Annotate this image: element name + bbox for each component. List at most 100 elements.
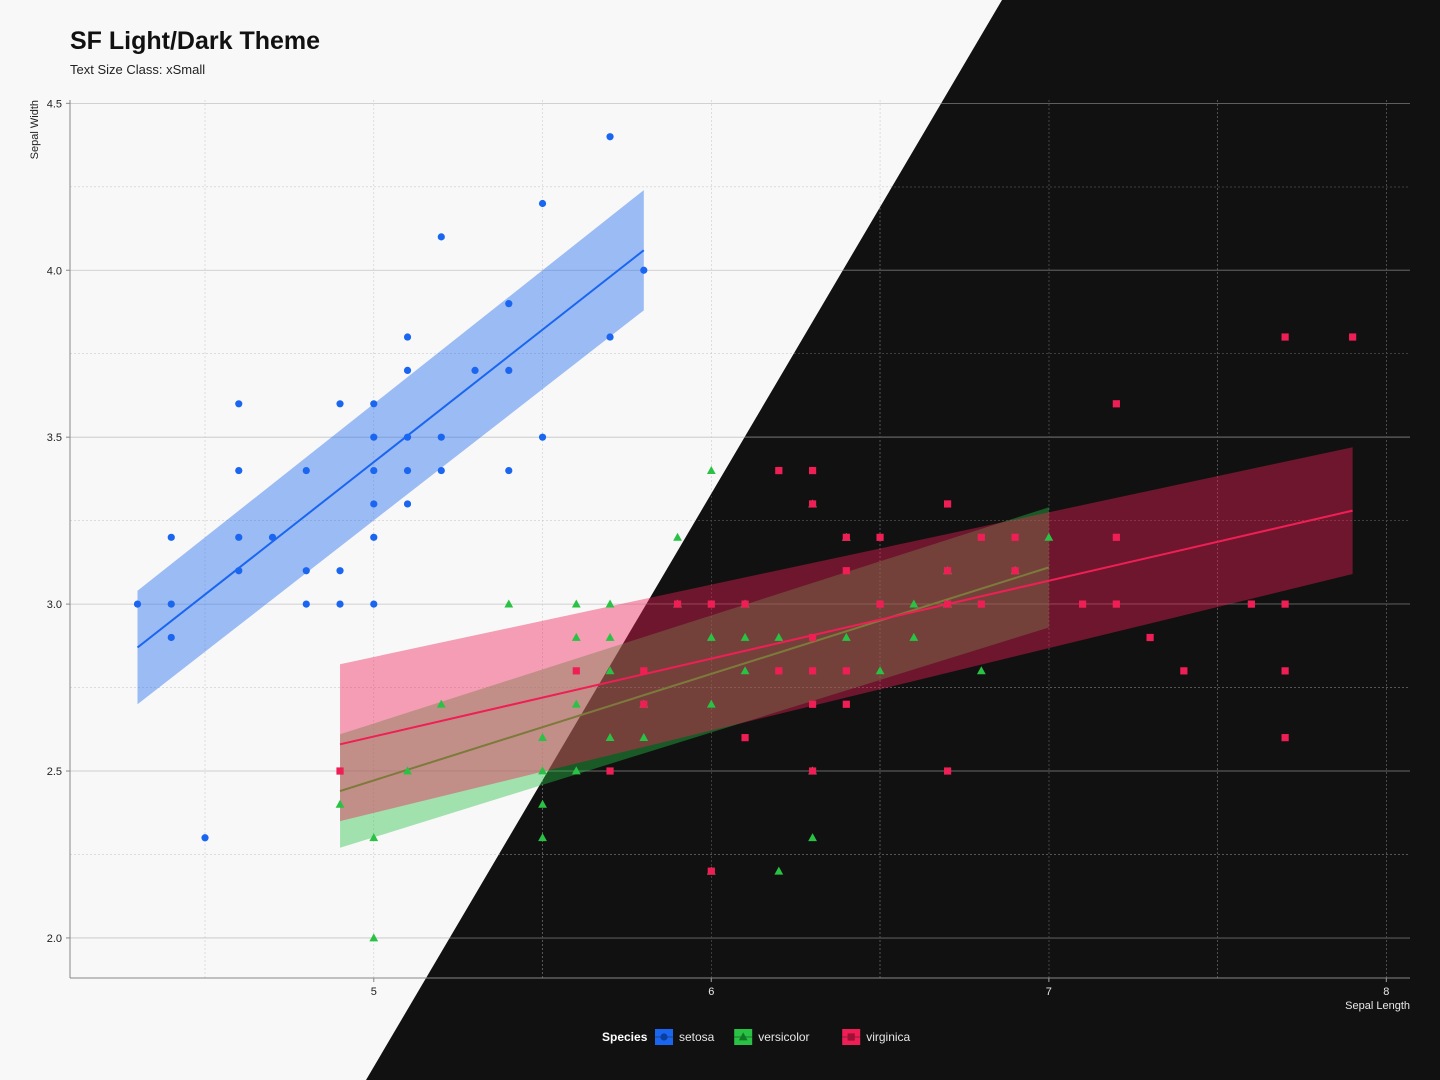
point-versicolor — [808, 833, 817, 842]
point-virginica — [741, 734, 749, 742]
chart-subtitle: Text Size Class: xSmall — [70, 62, 205, 77]
point-virginica — [876, 533, 884, 541]
point-setosa — [268, 533, 277, 541]
point-virginica — [808, 500, 817, 508]
point-setosa — [437, 466, 445, 475]
fit-line-versicolor — [339, 566, 1050, 793]
point-setosa — [403, 366, 412, 375]
point-versicolor — [909, 599, 919, 608]
data-points — [133, 133, 1357, 942]
point-versicolor — [571, 766, 581, 775]
point-versicolor — [605, 632, 615, 641]
point-virginica — [1112, 400, 1120, 408]
point-virginica — [640, 667, 648, 675]
point-versicolor — [605, 666, 615, 675]
point-versicolor — [706, 632, 716, 641]
point-virginica — [707, 867, 715, 875]
x-tick-label: 6 — [708, 986, 714, 998]
point-versicolor — [403, 766, 412, 775]
legend-label-virginica: virginica — [866, 1030, 910, 1044]
point-setosa — [538, 199, 547, 208]
point-virginica — [1078, 600, 1087, 608]
point-versicolor — [504, 599, 514, 608]
point-versicolor — [875, 666, 885, 675]
point-virginica — [336, 767, 344, 775]
y-tick-label: 4.0 — [47, 265, 62, 277]
point-virginica — [775, 466, 783, 475]
legend-item-setosa: setosa — [655, 1029, 715, 1045]
point-versicolor — [369, 933, 379, 942]
point-virginica — [741, 600, 749, 608]
point-virginica — [808, 767, 817, 775]
legend-marker-virginica — [847, 1033, 855, 1041]
point-versicolor — [673, 532, 682, 541]
point-virginica — [943, 567, 952, 575]
point-virginica — [1011, 533, 1019, 541]
point-virginica — [808, 466, 817, 475]
y-tick-label: 3.5 — [47, 432, 62, 444]
point-virginica — [1146, 633, 1154, 642]
point-versicolor — [605, 733, 615, 742]
point-versicolor — [1044, 532, 1054, 541]
y-tick-label: 4.5 — [47, 98, 62, 110]
point-setosa — [336, 600, 344, 608]
x-axis-title: Sepal Length — [1345, 1000, 1410, 1012]
point-setosa — [302, 600, 310, 608]
point-setosa — [235, 533, 243, 541]
point-virginica — [775, 667, 783, 675]
x-tick-label: 7 — [1046, 986, 1052, 998]
point-virginica — [808, 633, 817, 642]
point-setosa — [640, 266, 648, 274]
point-virginica — [673, 600, 682, 608]
point-versicolor — [740, 666, 750, 675]
legend-marker-setosa — [660, 1033, 668, 1041]
point-versicolor — [538, 799, 547, 808]
point-virginica — [808, 667, 817, 675]
legend-title: Species — [602, 1030, 648, 1044]
point-setosa — [403, 433, 412, 441]
point-versicolor — [571, 632, 581, 641]
point-setosa — [235, 466, 243, 475]
point-setosa — [437, 433, 445, 441]
point-setosa — [167, 533, 175, 541]
x-tick-label: 5 — [371, 986, 377, 998]
x-tick-label: 8 — [1383, 986, 1389, 998]
point-virginica — [606, 767, 614, 775]
point-versicolor — [571, 599, 581, 608]
point-setosa — [403, 466, 412, 475]
fit-line-setosa — [136, 249, 645, 649]
point-setosa — [370, 433, 378, 441]
point-virginica — [1112, 600, 1120, 608]
point-virginica — [943, 600, 952, 608]
point-setosa — [403, 333, 412, 341]
point-setosa — [606, 133, 614, 141]
point-versicolor — [335, 799, 345, 808]
point-setosa — [167, 600, 175, 608]
point-versicolor — [841, 632, 851, 641]
y-tick-label: 3.0 — [47, 599, 62, 611]
point-virginica — [640, 700, 648, 708]
point-virginica — [1281, 734, 1289, 742]
point-versicolor — [909, 632, 919, 641]
point-versicolor — [740, 632, 750, 641]
point-virginica — [842, 700, 850, 708]
legend-label-setosa: setosa — [679, 1030, 715, 1044]
point-setosa — [302, 567, 310, 575]
point-setosa — [471, 366, 479, 375]
point-virginica — [1180, 667, 1188, 675]
point-setosa — [437, 233, 445, 241]
point-setosa — [201, 834, 209, 842]
point-setosa — [302, 466, 310, 475]
point-versicolor — [571, 699, 581, 708]
point-setosa — [370, 466, 378, 475]
point-setosa — [235, 567, 243, 575]
point-setosa — [538, 433, 547, 441]
point-virginica — [977, 533, 985, 541]
point-setosa — [505, 300, 513, 308]
point-setosa — [370, 500, 378, 508]
point-setosa — [370, 533, 378, 541]
point-setosa — [167, 633, 175, 642]
chart-title: SF Light/Dark Theme — [70, 27, 320, 55]
point-versicolor — [706, 699, 716, 708]
point-virginica — [842, 667, 850, 675]
